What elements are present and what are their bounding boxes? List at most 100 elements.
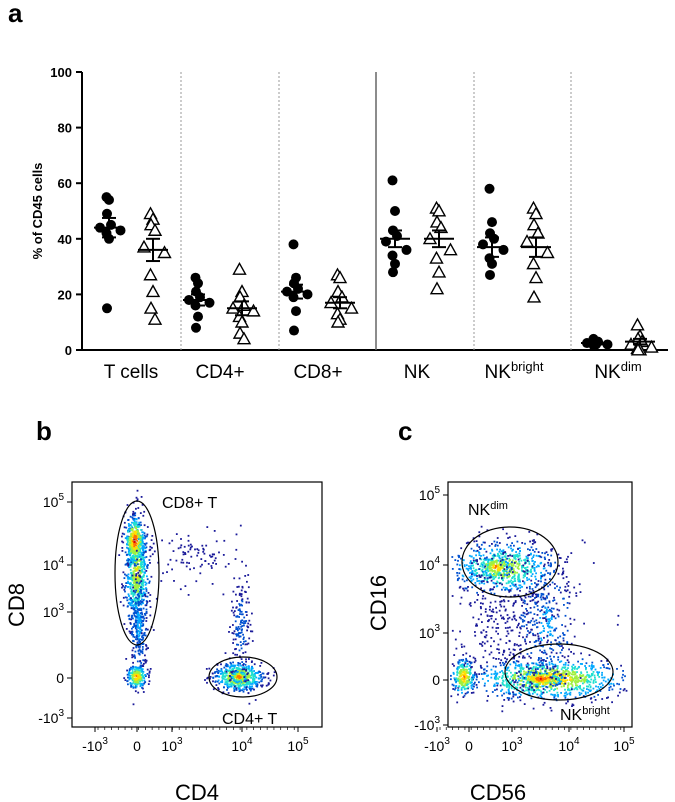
event-dot [521, 679, 523, 682]
event-dot [137, 571, 140, 574]
event-dot [610, 682, 612, 685]
event-dot [507, 626, 509, 629]
event-dot [489, 589, 491, 592]
event-dot [140, 619, 142, 621]
event-dot [143, 546, 146, 549]
event-dot [141, 629, 143, 632]
event-dot [540, 631, 543, 634]
event-dot [532, 676, 535, 679]
event-dot [143, 532, 146, 535]
event-dot [534, 586, 537, 589]
event-dot [148, 676, 150, 679]
event-dot [522, 576, 525, 579]
event-dot [460, 659, 463, 661]
event-dot [244, 680, 247, 683]
event-dot [241, 628, 243, 631]
event-dot [508, 570, 511, 573]
event-dot [497, 682, 499, 685]
event-dot [533, 641, 536, 643]
event-dot [244, 620, 247, 623]
data-point-open-triangle [332, 270, 348, 284]
event-dot [138, 616, 141, 619]
event-dot [536, 670, 539, 673]
event-dot [227, 563, 230, 565]
event-dot [511, 549, 514, 552]
event-dot [129, 546, 131, 549]
event-dot [518, 664, 520, 666]
event-dot [128, 563, 131, 566]
event-dot [487, 566, 489, 568]
event-dot [204, 560, 207, 562]
event-dot [232, 624, 234, 626]
event-dot [133, 654, 136, 657]
event-dot [534, 561, 536, 563]
event-dot [450, 695, 453, 698]
event-dot [136, 677, 139, 679]
event-dot [564, 589, 566, 592]
event-dot [546, 691, 548, 694]
event-dot [512, 679, 514, 682]
event-dot [497, 564, 499, 567]
event-dot [540, 657, 543, 660]
event-dot [584, 691, 587, 694]
event-dot [136, 593, 139, 596]
event-dot [137, 604, 140, 607]
event-dot [143, 562, 146, 564]
data-point-filled [485, 269, 495, 280]
event-dot [478, 575, 481, 578]
event-dot [132, 686, 135, 689]
event-dot [241, 682, 243, 685]
event-dot [466, 579, 468, 582]
event-dot [235, 615, 238, 618]
event-dot [462, 559, 465, 562]
event-dot [243, 668, 245, 671]
event-dot [136, 566, 139, 569]
event-dot [232, 652, 235, 655]
event-dot [251, 683, 254, 685]
event-dot [518, 631, 521, 634]
event-dot [245, 614, 248, 616]
event-dot [136, 678, 138, 681]
event-dot [135, 629, 138, 631]
event-dot [222, 675, 224, 677]
event-dot [598, 676, 601, 678]
event-dot [481, 563, 484, 566]
event-dot [135, 625, 137, 627]
event-dot [238, 577, 241, 580]
event-dot [141, 686, 143, 689]
event-dot [535, 689, 537, 692]
event-dot [255, 672, 258, 674]
event-dot [524, 558, 527, 561]
event-dot [134, 619, 137, 622]
event-dot [240, 664, 242, 667]
event-dot [460, 665, 463, 668]
event-dot [551, 682, 553, 685]
event-dot [219, 673, 222, 675]
event-dot [509, 565, 511, 568]
event-dot [238, 682, 240, 684]
event-dot [237, 633, 239, 636]
event-dot [140, 590, 143, 592]
event-dot [513, 643, 516, 645]
event-dot [573, 688, 576, 691]
event-dot [246, 643, 248, 646]
event-dot [146, 602, 148, 605]
event-dot [229, 675, 231, 677]
data-point-open-triangle [145, 284, 161, 298]
event-dot [519, 667, 522, 669]
event-dot [206, 681, 208, 684]
event-dot [472, 578, 475, 581]
event-dot [513, 569, 515, 572]
event-dot [133, 675, 136, 678]
event-dot [556, 680, 559, 683]
event-dot [538, 679, 540, 682]
event-dot [139, 680, 141, 683]
event-dot [246, 683, 248, 686]
event-dot [530, 579, 533, 582]
event-dot [144, 535, 147, 538]
category-label: CD8+ [293, 362, 342, 383]
event-dot [128, 553, 130, 556]
event-dot [133, 599, 136, 601]
event-dot [527, 677, 530, 680]
event-dot [569, 691, 572, 694]
